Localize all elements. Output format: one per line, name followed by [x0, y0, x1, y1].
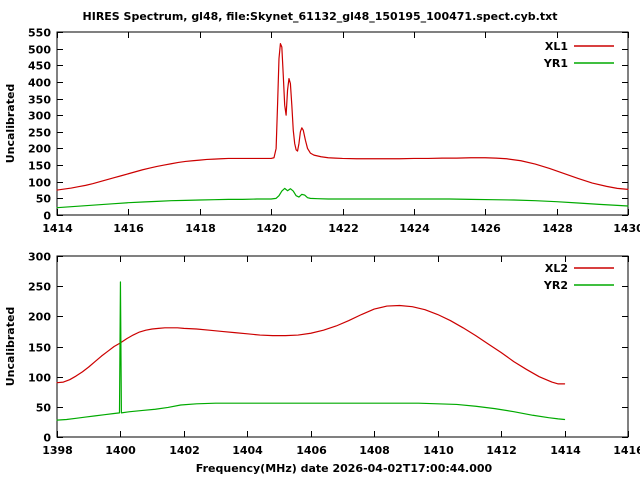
x-tick-label: 1422: [328, 222, 359, 235]
y-tick-label: 100: [28, 372, 51, 385]
series-line-xl2: [56, 304, 566, 385]
series-line-yr1: [56, 187, 629, 209]
series-line-xl1: [56, 43, 629, 191]
series-line-yr2: [56, 281, 566, 421]
x-tick-label: 1398: [42, 444, 73, 457]
y-tick-label: 50: [36, 402, 52, 415]
page-title: HIRES Spectrum, gl48, file:Skynet_61132_…: [83, 10, 558, 23]
y-tick-label: 0: [43, 210, 51, 223]
x-tick-label: 1416: [113, 222, 144, 235]
y-tick-label: 100: [28, 177, 51, 190]
y-tick-label: 550: [28, 27, 51, 40]
y-tick-label: 150: [28, 342, 51, 355]
legend-label-xl2: XL2: [545, 262, 568, 275]
x-tick-label: 1414: [550, 444, 581, 457]
legend-label-yr2: YR2: [543, 279, 568, 292]
y-axis-label: Uncalibrated: [4, 84, 17, 164]
x-tick-label: 1430: [613, 222, 640, 235]
x-tick-label: 1420: [256, 222, 287, 235]
x-tick-label: 1404: [232, 444, 263, 457]
x-tick-label: 1412: [486, 444, 517, 457]
x-tick-label: 1424: [399, 222, 430, 235]
x-tick-label: 1426: [470, 222, 501, 235]
y-tick-label: 300: [28, 251, 51, 264]
y-tick-label: 450: [28, 60, 51, 73]
x-tick-label: 1408: [359, 444, 390, 457]
y-tick-label: 150: [28, 160, 51, 173]
y-tick-label: 200: [28, 311, 51, 324]
x-tick-label: 1402: [169, 444, 200, 457]
y-tick-label: 50: [36, 193, 52, 206]
y-tick-label: 0: [43, 432, 51, 445]
x-tick-label: 1416: [613, 444, 640, 457]
x-tick-label: 1406: [296, 444, 327, 457]
x-tick-label: 1410: [423, 444, 454, 457]
y-tick-label: 200: [28, 143, 51, 156]
legend-label-xl1: XL1: [545, 40, 568, 53]
y-axis-label: Uncalibrated: [4, 307, 17, 387]
x-tick-label: 1400: [105, 444, 136, 457]
y-tick-label: 250: [28, 281, 51, 294]
y-tick-label: 250: [28, 127, 51, 140]
y-tick-label: 400: [28, 77, 51, 90]
x-tick-label: 1418: [185, 222, 216, 235]
y-tick-label: 350: [28, 94, 51, 107]
y-tick-label: 500: [28, 44, 51, 57]
legend-label-yr1: YR1: [543, 57, 568, 70]
panel-bottom: 1398 1400 1402 1404 1406 1408 1410 1412 1414 1416…: [4, 251, 640, 458]
panel-top: 1414 1416 1418 1420 1422 1424 1426 1428 1430 0 50 1…: [4, 27, 640, 236]
x-tick-label: 1414: [42, 222, 73, 235]
x-tick-label: 1428: [542, 222, 573, 235]
x-axis-label: Frequency(MHz) date 2026-04-02T17:00:44.…: [196, 462, 493, 475]
y-tick-label: 300: [28, 110, 51, 123]
